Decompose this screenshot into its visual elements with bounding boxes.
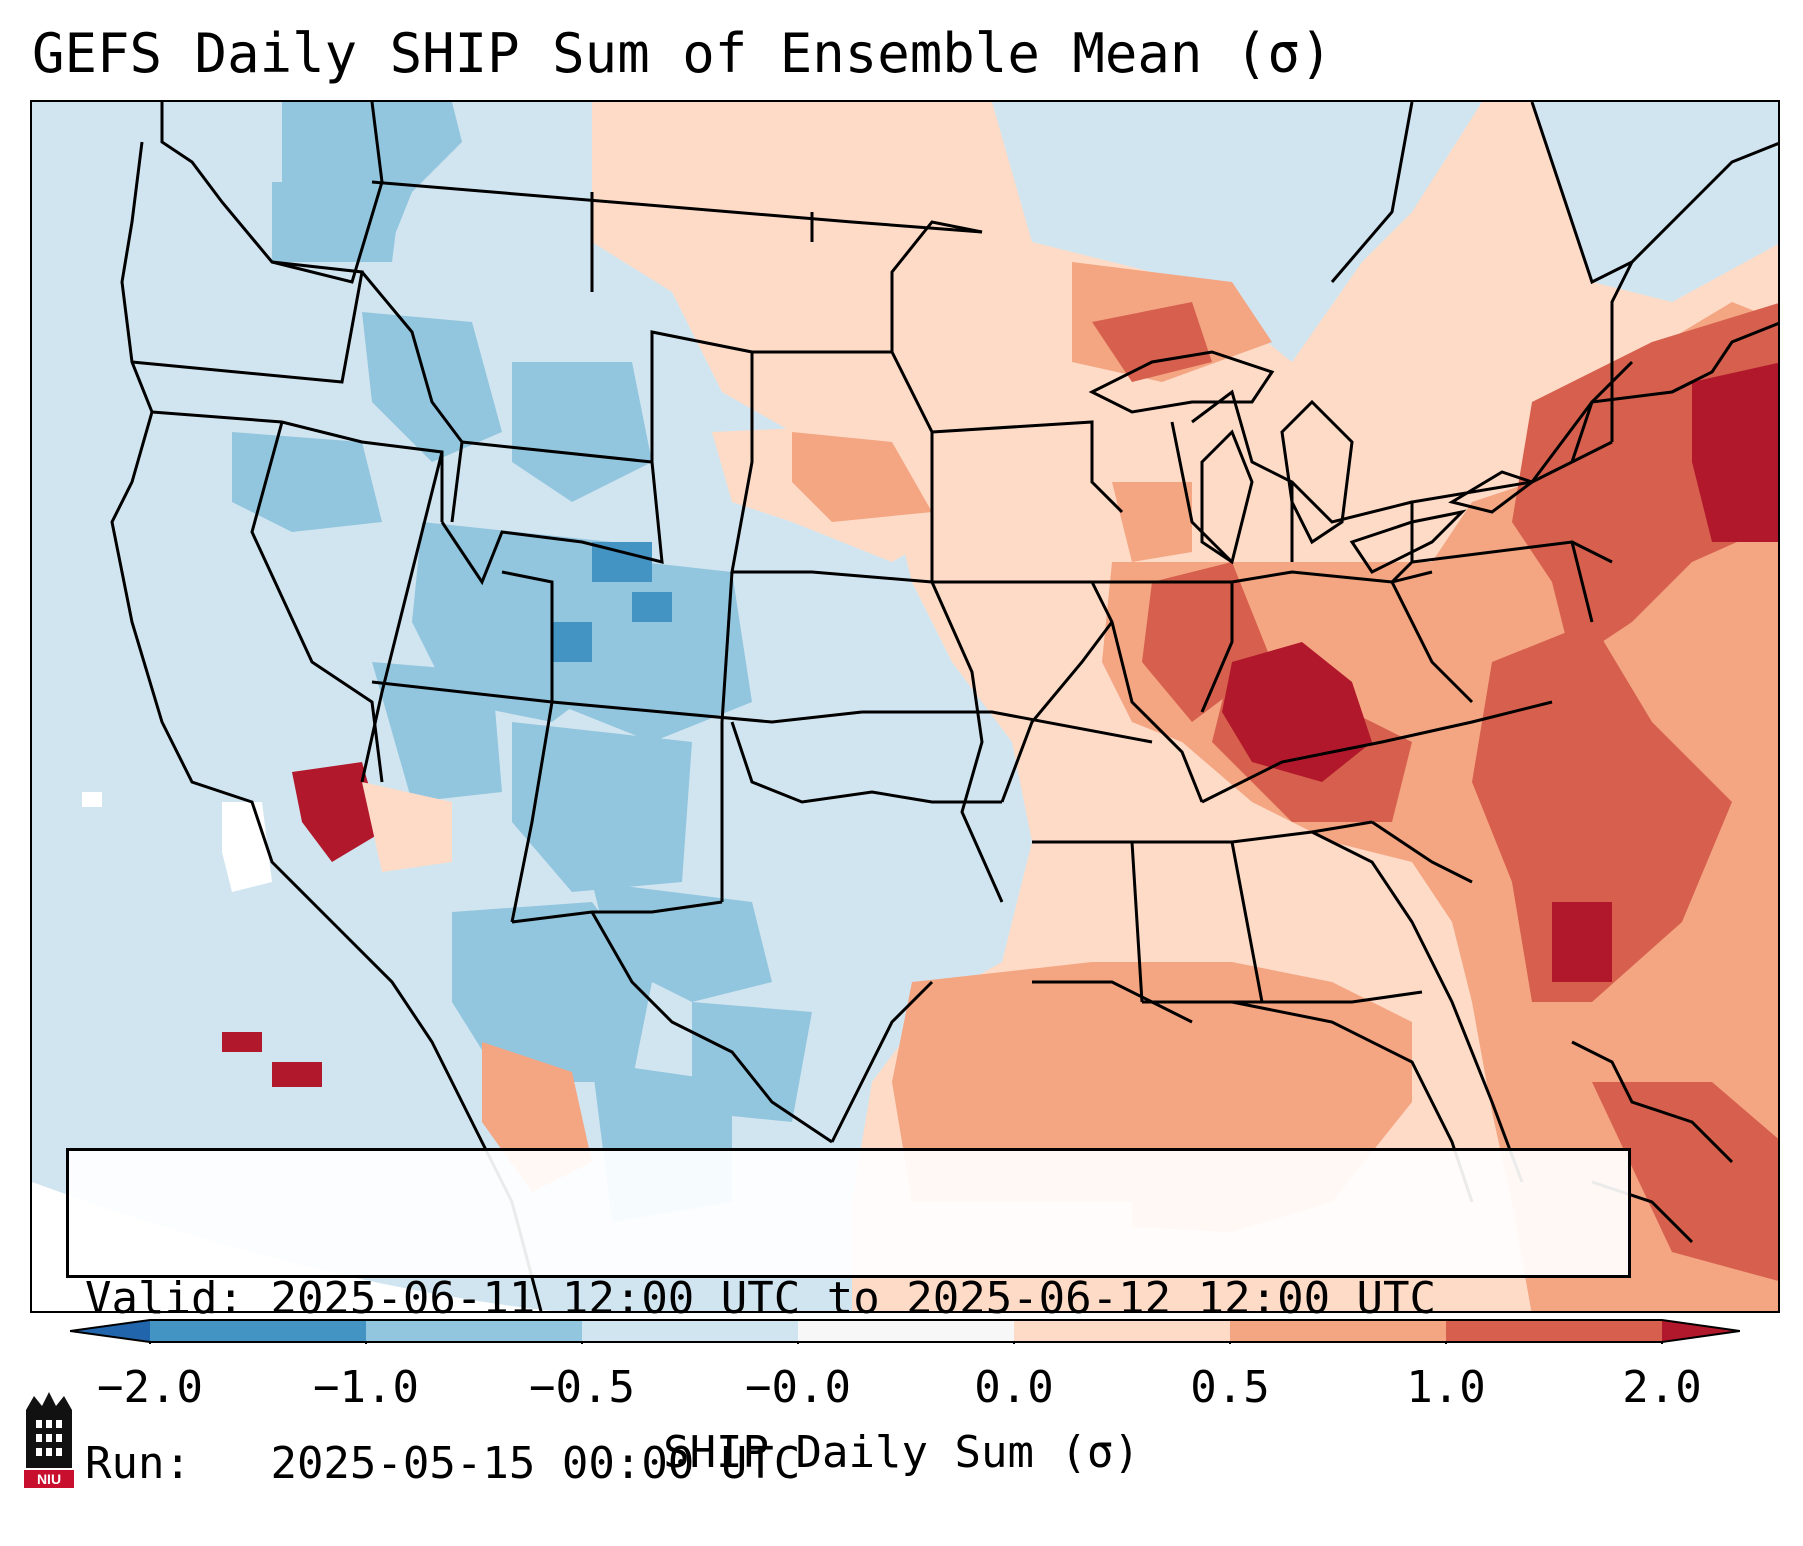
valid-value: 2025-06-11 12:00 UTC to 2025-06-12 12:00… xyxy=(270,1273,1437,1324)
niu-tower-icon: NIU xyxy=(24,1392,74,1488)
colorbar-segment xyxy=(798,1320,1014,1342)
colorbar-label: SHIP Daily Sum (σ) xyxy=(663,1427,1140,1478)
valid-label: Valid: xyxy=(85,1273,244,1324)
state-borders xyxy=(110,102,1778,1311)
run-value: 2025-05-15 00:00 UTC xyxy=(270,1438,801,1489)
colorbar-under-arrow xyxy=(70,1320,150,1342)
chart-title: GEFS Daily SHIP Sum of Ensemble Mean (σ) xyxy=(32,22,1333,85)
logo-text: NIU xyxy=(37,1471,61,1487)
colorbar-over-arrow xyxy=(1662,1320,1740,1342)
colorbar-segment xyxy=(582,1320,798,1342)
colorbar-ticks xyxy=(149,1342,1663,1344)
colorbar-segment xyxy=(1446,1320,1662,1342)
run-label: Run: xyxy=(85,1438,191,1489)
colorbar-tick-label: 0.5 xyxy=(1190,1362,1270,1413)
valid-time-row: Valid: 2025-06-11 12:00 UTC to 2025-06-1… xyxy=(85,1271,1612,1326)
map-panel xyxy=(30,100,1780,1313)
colorbar-tick-label: −2.0 xyxy=(97,1362,203,1413)
colorbar-tick-label: −1.0 xyxy=(313,1362,419,1413)
ship-anomaly-map xyxy=(32,102,1778,1311)
run-time-row: Run: 2025-05-15 00:00 UTC xyxy=(85,1436,1612,1491)
colorbar-tick-label: 1.0 xyxy=(1406,1362,1486,1413)
colorbar-tick-label: 0.0 xyxy=(974,1362,1054,1413)
colorbar-segment xyxy=(366,1320,582,1342)
validity-info-box: Valid: 2025-06-11 12:00 UTC to 2025-06-1… xyxy=(66,1148,1631,1489)
colorbar-segment xyxy=(1230,1320,1446,1342)
colorbar-tick-label: 2.0 xyxy=(1622,1362,1702,1413)
out-of-domain-area xyxy=(32,1182,553,1311)
great-lakes xyxy=(1088,350,1536,574)
colorbar-segment xyxy=(150,1320,366,1342)
colorbar xyxy=(70,1319,1740,1344)
neutral-regions xyxy=(82,792,272,892)
colorbar-tick-label: −0.0 xyxy=(745,1362,851,1413)
colorbar-tick-label: −0.5 xyxy=(529,1362,635,1413)
colorbar-segment xyxy=(1014,1320,1230,1342)
